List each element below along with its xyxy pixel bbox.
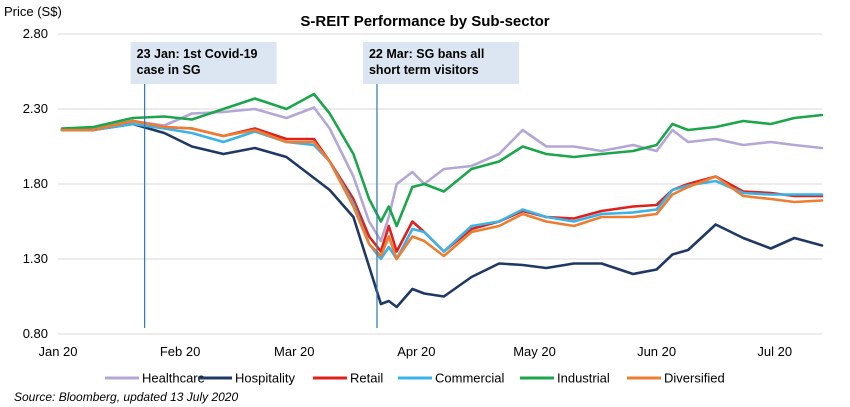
x-tick-label: Jul 20 [757,344,792,359]
x-tick-labels: Jan 20 Feb 20 Mar 20 Apr 20 May 20 Jun 20 Jul … [38,344,792,359]
annotation-text: 22 Mar: SG bans all [369,47,484,61]
x-tick-label: Jan 20 [38,344,77,359]
y-axis-title: Price (S$) [4,4,62,19]
x-tick-label: Mar 20 [274,344,314,359]
y-tick-label: 2.30 [23,101,48,116]
annotation-box [130,42,277,84]
y-tick-labels: 0.80 1.30 1.80 2.30 2.80 [23,26,48,341]
series-line-hospitality [60,122,824,309]
event-annotations: 23 Jan: 1st Covid-19 case in SG 22 Mar: SG… [130,42,519,328]
x-tick-label: May 20 [513,344,556,359]
series-lines [60,92,824,309]
y-tick-label: 1.80 [23,176,48,191]
legend-label: Diversified [664,371,725,386]
legend-label: Healthcare [142,371,205,386]
chart-title: S-REIT Performance by Sub-sector [300,13,549,30]
x-tick-label: Feb 20 [160,344,200,359]
series-line-commercial [60,122,824,261]
x-tick-label: Apr 20 [397,344,435,359]
legend-label: Commercial [435,371,504,386]
legend-label: Retail [350,371,383,386]
annotation-text: case in SG [137,63,201,77]
series-line-industrial [60,92,824,228]
y-tick-label: 0.80 [23,326,48,341]
series-line-diversified [60,119,824,261]
annotation-text: 23 Jan: 1st Covid-19 [137,47,258,61]
x-tick-label: Jun 20 [637,344,676,359]
legend: Healthcare Hospitality Retail Commercial Ind… [105,371,725,386]
gridlines [58,33,822,335]
legend-label: Industrial [557,371,610,386]
y-tick-label: 1.30 [23,251,48,266]
legend-label: Hospitality [235,371,295,386]
source-note: Source: Bloomberg, updated 13 July 2020 [14,390,238,404]
y-tick-label: 2.80 [23,26,48,41]
annotation-box [362,42,519,84]
annotation-text: short term visitors [369,63,479,77]
